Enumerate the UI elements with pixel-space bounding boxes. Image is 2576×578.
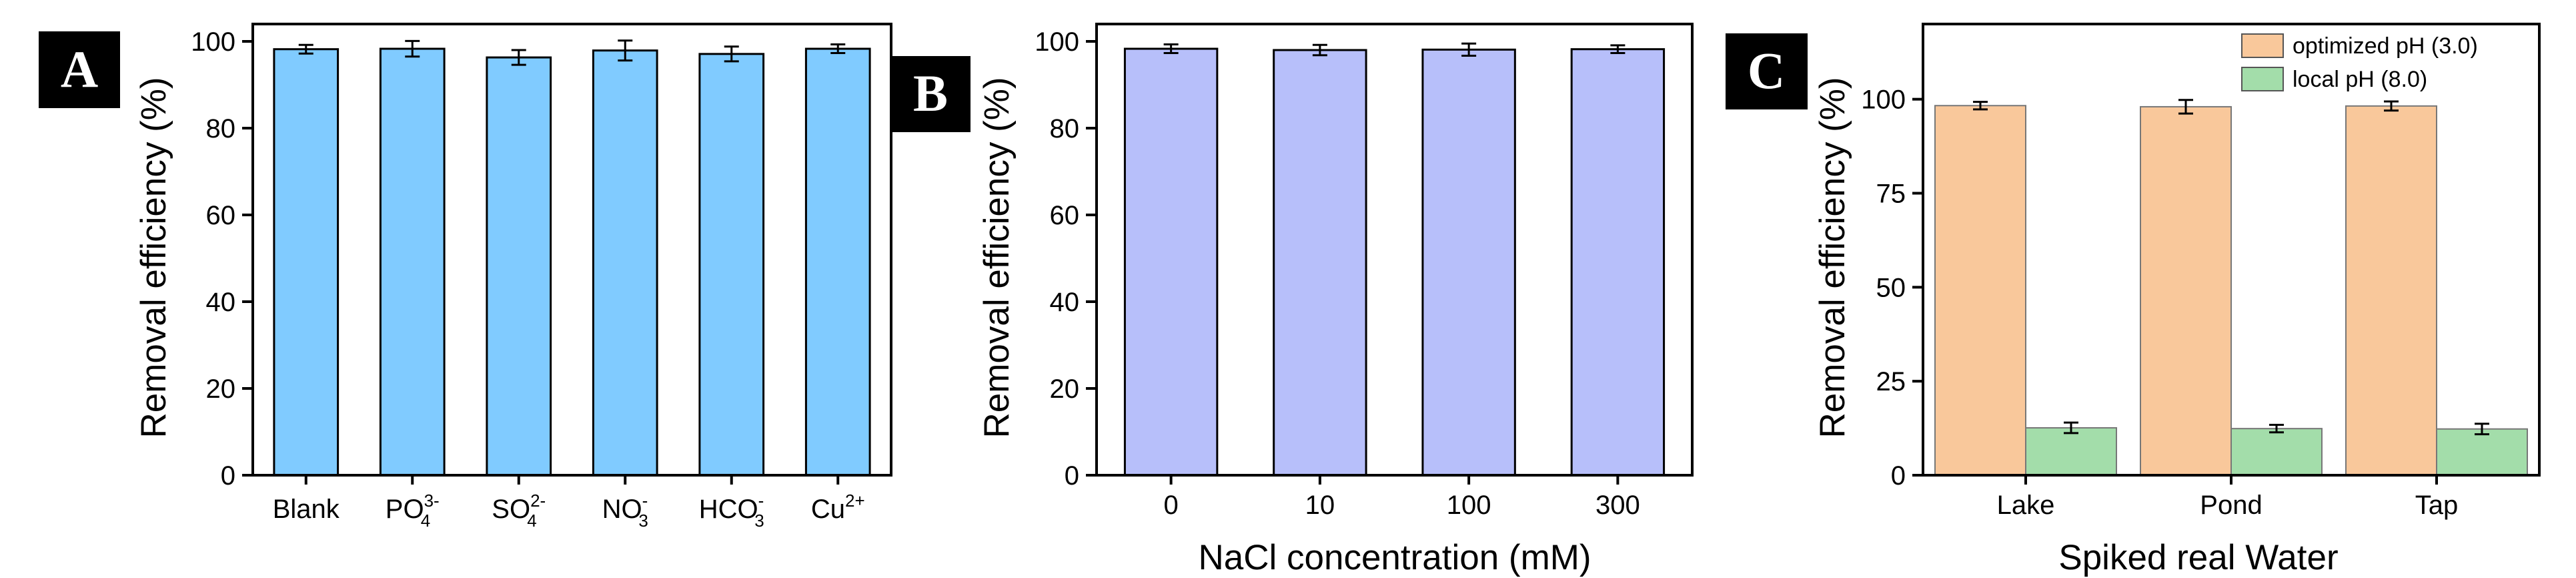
panel-c-ytick-label: 0: [1891, 461, 1906, 491]
panel-a-bar: [592, 49, 658, 477]
panel-c-label-box: [1726, 33, 1808, 109]
panel-c-plot-frame: [1922, 23, 2541, 477]
panel-a-bar: [379, 47, 446, 477]
panel-b-label-box: [890, 56, 971, 132]
panel-b-ytick-label: 60: [1050, 201, 1080, 230]
panel-c-bar: [1934, 105, 2026, 476]
panel-b-bar: [1421, 48, 1516, 477]
panel-c-bars: [1934, 105, 2528, 477]
panel-c: C Removal efficiency (%) Spiked real Wat…: [1726, 23, 2541, 577]
panel-a-bar: [486, 56, 552, 477]
panel-b-ytick-label: 80: [1050, 114, 1080, 143]
panel-a-xtick-label: Blank: [273, 495, 340, 524]
panel-a-bars: [273, 47, 871, 477]
panel-c-ytick-label: 100: [1861, 85, 1906, 115]
panel-c-xlabel: Spiked real Water: [2058, 538, 2338, 577]
panel-b-xticks: 0 10 100 300: [1164, 475, 1640, 520]
panel-c-legend: optimized pH (3.0) local pH (8.0): [2241, 33, 2478, 92]
panel-a-ytick-label: 80: [206, 114, 236, 143]
panel-c-xtick-label: Pond: [2200, 491, 2262, 520]
legend-swatch-optimized-ph: [2241, 33, 2284, 58]
panel-a-ytick-label: 60: [206, 201, 236, 230]
panel-c-bar: [2230, 428, 2323, 476]
legend-swatch-local-ph: [2241, 67, 2284, 91]
panel-b-xtick-label: 10: [1305, 491, 1335, 520]
panel-c-xtick-label: Lake: [1997, 491, 2055, 520]
panel-b-ytick-label: 20: [1050, 374, 1080, 404]
panel-c-ytick-label: 75: [1876, 180, 1906, 209]
panel-a-xtick-label: SO2-4: [492, 491, 546, 531]
panel-c-label: C: [1748, 41, 1785, 99]
panel-a-xtick-label: NO-3: [602, 491, 648, 531]
panel-b-bars: [1123, 47, 1666, 477]
panel-a-xticks: Blank PO3-4 SO2-4 NO-3 HCO-3 Cu2+: [273, 475, 865, 531]
panel-b-ytick-label: 40: [1050, 288, 1080, 317]
panel-c-ylabel: Removal efficiency (%): [1813, 77, 1852, 439]
panel-c-xticks: Lake Pond Tap: [1997, 475, 2459, 520]
panel-b-bar: [1570, 48, 1666, 477]
panel-a-xtick-label: Cu2+: [811, 491, 865, 524]
panel-c-bar: [2025, 427, 2117, 477]
panel-b-bar: [1273, 49, 1367, 477]
panel-a-xtick-label: HCO-3: [699, 491, 764, 531]
panel-c-errorbars: [1973, 99, 2489, 436]
panel-a-bar: [273, 48, 340, 477]
panel-b: B Removal efficiency (%) NaCl concentrat…: [890, 23, 1694, 577]
panel-b-yticks: 0 20 40 60 80 100: [1035, 27, 1097, 491]
panel-c-xtick-label: Tap: [2415, 491, 2459, 520]
panel-c-bar: [2140, 105, 2232, 476]
legend-label-optimized-ph: optimized pH (3.0): [2293, 33, 2478, 59]
panel-b-ylabel: Removal efficiency (%): [977, 77, 1017, 439]
panel-a-label-box: [39, 31, 120, 108]
panel-a-plot-frame: [251, 23, 892, 477]
panel-c-yticks: 0 25 50 75 100: [1861, 85, 1923, 491]
panel-c-bar: [2436, 428, 2528, 477]
panel-b-ytick-label: 100: [1035, 27, 1079, 57]
panel-a-bar: [698, 53, 765, 477]
panel-a-ytick-label: 100: [191, 27, 235, 57]
panel-b-xlabel: NaCl concentration (mM): [1198, 538, 1591, 577]
panel-b-plot-frame: [1095, 23, 1694, 477]
panel-a-ytick-label: 0: [221, 461, 235, 491]
panel-b-errorbars: [1163, 42, 1626, 57]
panel-a-yticks: 0 20 40 60 80 100: [191, 27, 253, 491]
panel-a-ylabel: Removal efficiency (%): [134, 77, 173, 439]
legend-label-local-ph: local pH (8.0): [2293, 67, 2427, 92]
panel-a-ytick-label: 20: [206, 374, 236, 404]
panel-a-label: A: [61, 40, 98, 98]
panel-a-ytick-label: 40: [206, 288, 236, 317]
panel-a-xtick-label: PO3-4: [386, 491, 440, 531]
panel-a-errorbars: [298, 39, 846, 66]
panel-a: A Removal efficiency (%) 0 20 40 60 80 100 Bl…: [39, 23, 892, 531]
panel-b-xtick-label: 100: [1447, 491, 1491, 520]
panel-c-ytick-label: 50: [1876, 273, 1906, 302]
panel-b-xtick-label: 0: [1164, 491, 1179, 520]
panel-c-bar: [2345, 105, 2437, 477]
panel-b-bar: [1123, 47, 1219, 477]
panel-a-bar: [804, 47, 871, 477]
panel-b-ytick-label: 0: [1065, 461, 1079, 491]
panel-c-ytick-label: 25: [1876, 367, 1906, 396]
panel-b-label: B: [913, 64, 948, 122]
panel-b-xtick-label: 300: [1595, 491, 1640, 520]
